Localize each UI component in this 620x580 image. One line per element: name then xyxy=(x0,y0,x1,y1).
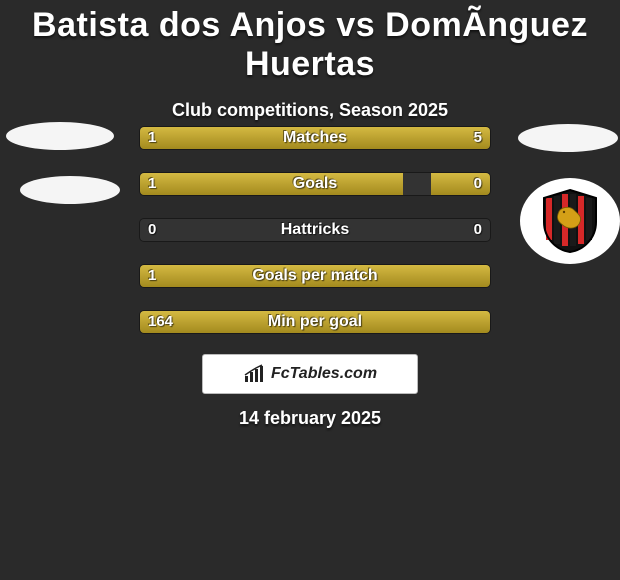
bar-right-value: 0 xyxy=(474,219,482,241)
bar-label: Matches xyxy=(140,127,490,149)
brand-link[interactable]: FcTables.com xyxy=(202,354,418,394)
team-a-logo-1 xyxy=(6,122,114,150)
team-b-logo-1 xyxy=(518,124,618,152)
team-b-logo-2 xyxy=(520,178,620,264)
bar-right-value: 0 xyxy=(474,173,482,195)
bar-label: Hattricks xyxy=(140,219,490,241)
bar-hattricks: 0 Hattricks 0 xyxy=(139,218,491,242)
bar-matches: 1 Matches 5 xyxy=(139,126,491,150)
page-title: Batista dos Anjos vs DomÃnguez Huertas xyxy=(0,0,620,84)
bar-goals-per-match: 1 Goals per match xyxy=(139,264,491,288)
bar-right-value: 5 xyxy=(474,127,482,149)
comparison-bars: 1 Matches 5 1 Goals 0 0 Hattricks 0 1 Go… xyxy=(139,126,491,356)
bar-goals: 1 Goals 0 xyxy=(139,172,491,196)
bar-label: Goals per match xyxy=(140,265,490,287)
bar-min-per-goal: 164 Min per goal xyxy=(139,310,491,334)
bar-label: Goals xyxy=(140,173,490,195)
team-a-logo-2 xyxy=(20,176,120,204)
brand-chart-icon xyxy=(243,364,265,384)
page-subtitle: Club competitions, Season 2025 xyxy=(0,100,620,121)
brand-text: FcTables.com xyxy=(271,365,377,383)
date-text: 14 february 2025 xyxy=(0,408,620,429)
bar-label: Min per goal xyxy=(140,311,490,333)
